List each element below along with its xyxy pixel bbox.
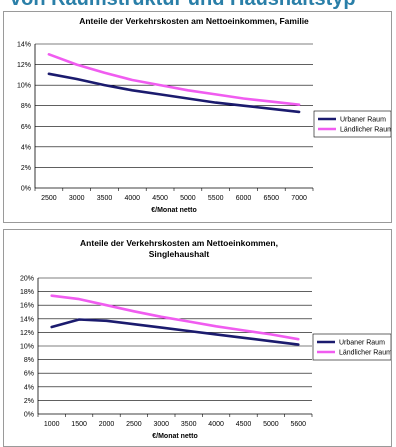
chart2-ytick-label-10: 20% xyxy=(20,276,34,283)
chart1-xtick-label-1: 3000 xyxy=(69,195,85,202)
chart-singlehaushalt: Anteile der Verkehrskosten am Nettoeinko… xyxy=(3,229,392,447)
chart1-xtick-label-3: 4000 xyxy=(125,195,141,202)
chart1-xtick-label-9: 7000 xyxy=(291,195,307,202)
chart2-title-line-1: Singlehaushalt xyxy=(149,249,210,259)
chart2-xtick-label-6: 4000 xyxy=(208,421,224,428)
chart1-legend-label-1: Ländlicher Raum xyxy=(340,127,391,134)
chart2-title-line-0: Anteile der Verkehrskosten am Nettoeinko… xyxy=(80,238,278,248)
chart1-xtick-label-7: 6000 xyxy=(236,195,252,202)
chart2-ytick-label-8: 16% xyxy=(20,303,34,310)
chart1-ytick-label-3: 6% xyxy=(21,124,31,131)
chart2-xtick-label-5: 3500 xyxy=(181,421,197,428)
chart1-title-line-0: Anteile der Verkehrskosten am Nettoeinko… xyxy=(79,16,309,26)
chart2-legend-label-0: Urbaner Raum xyxy=(339,340,385,347)
chart2-ytick-label-7: 14% xyxy=(20,316,34,323)
chart2-xtick-label-3: 2500 xyxy=(126,421,142,428)
slide-header: von Raumstruktur und Haushaltstyp xyxy=(0,0,396,11)
chart2-xtick-label-1: 1500 xyxy=(71,421,87,428)
chart2-ytick-label-4: 8% xyxy=(24,357,34,364)
chart2-xtick-label-4: 3000 xyxy=(154,421,170,428)
chart2-ytick-label-0: 0% xyxy=(24,412,34,419)
chart1-x-axis-label: €/Monat netto xyxy=(151,207,197,214)
chart2-legend-box xyxy=(312,333,391,361)
chart2-x-axis-label: €/Monat netto xyxy=(152,433,198,440)
chart-familie-svg: Anteile der Verkehrskosten am Nettoeinko… xyxy=(17,16,391,214)
chart2-xtick-label-2: 2000 xyxy=(99,421,115,428)
chart2-legend-label-1: Ländlicher Raum xyxy=(339,350,391,357)
slide-title: von Raumstruktur und Haushaltstyp xyxy=(10,0,356,11)
chart2-ytick-label-1: 2% xyxy=(24,398,34,405)
chart1-ytick-label-6: 12% xyxy=(17,62,31,69)
chart2-series-line-0 xyxy=(50,318,300,346)
chart2-xtick-label-0: 1000 xyxy=(44,421,60,428)
chart1-xtick-label-0: 2500 xyxy=(41,195,57,202)
chart-singlehaushalt-svg: Anteile der Verkehrskosten am Nettoeinko… xyxy=(20,238,391,440)
chart2-ytick-label-2: 4% xyxy=(24,384,34,391)
chart1-ytick-label-1: 2% xyxy=(21,165,31,172)
chart2-xtick-label-7: 4500 xyxy=(236,421,252,428)
chart1-legend-label-0: Urbaner Raum xyxy=(340,117,386,124)
chart1-legend-box xyxy=(313,110,391,138)
chart1-series-line-0 xyxy=(47,72,301,114)
chart2-xtick-label-8: 5000 xyxy=(263,421,279,428)
chart2-ytick-label-5: 10% xyxy=(20,344,34,351)
chart1-xtick-label-5: 5000 xyxy=(180,195,196,202)
chart2-series-line-1 xyxy=(50,294,300,341)
chart1-ytick-label-2: 4% xyxy=(21,144,31,151)
chart1-ytick-label-7: 14% xyxy=(17,42,31,49)
chart1-ytick-label-5: 10% xyxy=(17,83,31,90)
chart-familie: Anteile der Verkehrskosten am Nettoeinko… xyxy=(3,11,392,223)
chart1-xtick-label-4: 4500 xyxy=(152,195,168,202)
chart1-xtick-label-6: 5500 xyxy=(208,195,224,202)
chart2-ytick-label-6: 12% xyxy=(20,330,34,337)
chart2-ytick-label-9: 18% xyxy=(20,289,34,296)
chart1-series-line-1 xyxy=(47,52,301,106)
chart2-ytick-label-3: 6% xyxy=(24,371,34,378)
chart1-xtick-label-8: 6500 xyxy=(264,195,280,202)
chart1-ytick-label-4: 8% xyxy=(21,103,31,110)
chart2-xtick-label-9: 5600 xyxy=(291,421,307,428)
chart1-ytick-label-0: 0% xyxy=(21,186,31,193)
chart1-xtick-label-2: 3500 xyxy=(97,195,113,202)
